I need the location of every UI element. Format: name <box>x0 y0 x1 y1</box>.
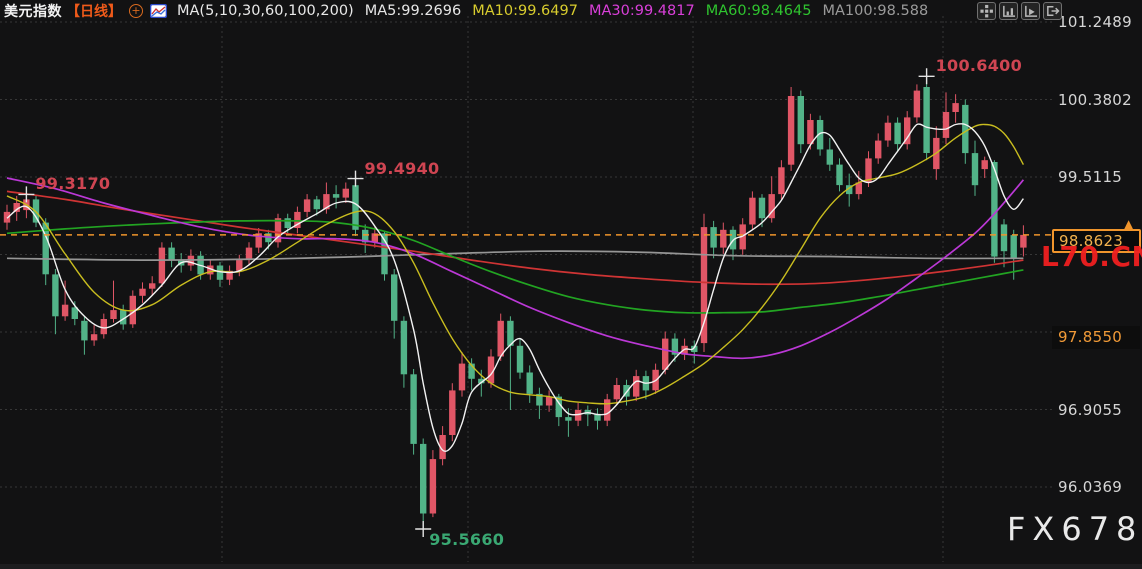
ma30-value: MA30:99.4817 <box>588 3 695 19</box>
axis-price-label: 100.3802 <box>1058 91 1132 109</box>
ma60-value: MA60:98.4645 <box>705 3 812 19</box>
extreme-price-annotation: 100.6400 <box>935 56 1023 76</box>
axis-price-label: 96.9055 <box>1058 401 1123 419</box>
move-crosshair-icon[interactable] <box>977 2 996 20</box>
ma10-value: MA10:99.6497 <box>472 3 578 19</box>
indicator-chart-icon <box>150 4 167 18</box>
axis-price-label: 96.0369 <box>1058 478 1123 496</box>
ma5-value: MA5:99.2696 <box>364 3 462 19</box>
exit-icon[interactable] <box>1043 2 1062 20</box>
extreme-price-annotation: 99.4940 <box>364 158 440 178</box>
bottom-strip <box>0 564 1142 569</box>
chart-header: 美元指数 【日线】 + MA(5,10,30,60,100,200) MA5:9… <box>0 0 1142 22</box>
l70cn-watermark: L70.CN <box>1041 240 1142 273</box>
chart-play-icon[interactable] <box>1021 2 1040 20</box>
settlement-price-label: 97.8550 <box>1052 326 1140 349</box>
scroll-to-latest-icon[interactable]: ▲ <box>1124 217 1134 231</box>
extreme-price-annotation: 99.3170 <box>35 174 111 194</box>
current-price-label: 98.8623 <box>1052 229 1141 253</box>
ma-indicator-label: MA(5,10,30,60,100,200) <box>177 3 354 19</box>
chart-toolbar <box>977 2 1062 20</box>
add-indicator-icon[interactable]: + <box>129 4 143 18</box>
chart-axis-icon[interactable] <box>999 2 1018 20</box>
interval-label: 【日线】 <box>66 4 122 20</box>
axis-price-label: 99.5115 <box>1058 168 1123 186</box>
fx678-watermark: FX678 <box>1007 510 1142 548</box>
symbol-title: 美元指数 <box>4 4 62 20</box>
axis-price-label: 101.2489 <box>1058 13 1132 31</box>
extreme-price-annotation: 95.5660 <box>429 530 505 549</box>
ma100-value: MA100:98.588 <box>822 3 929 19</box>
